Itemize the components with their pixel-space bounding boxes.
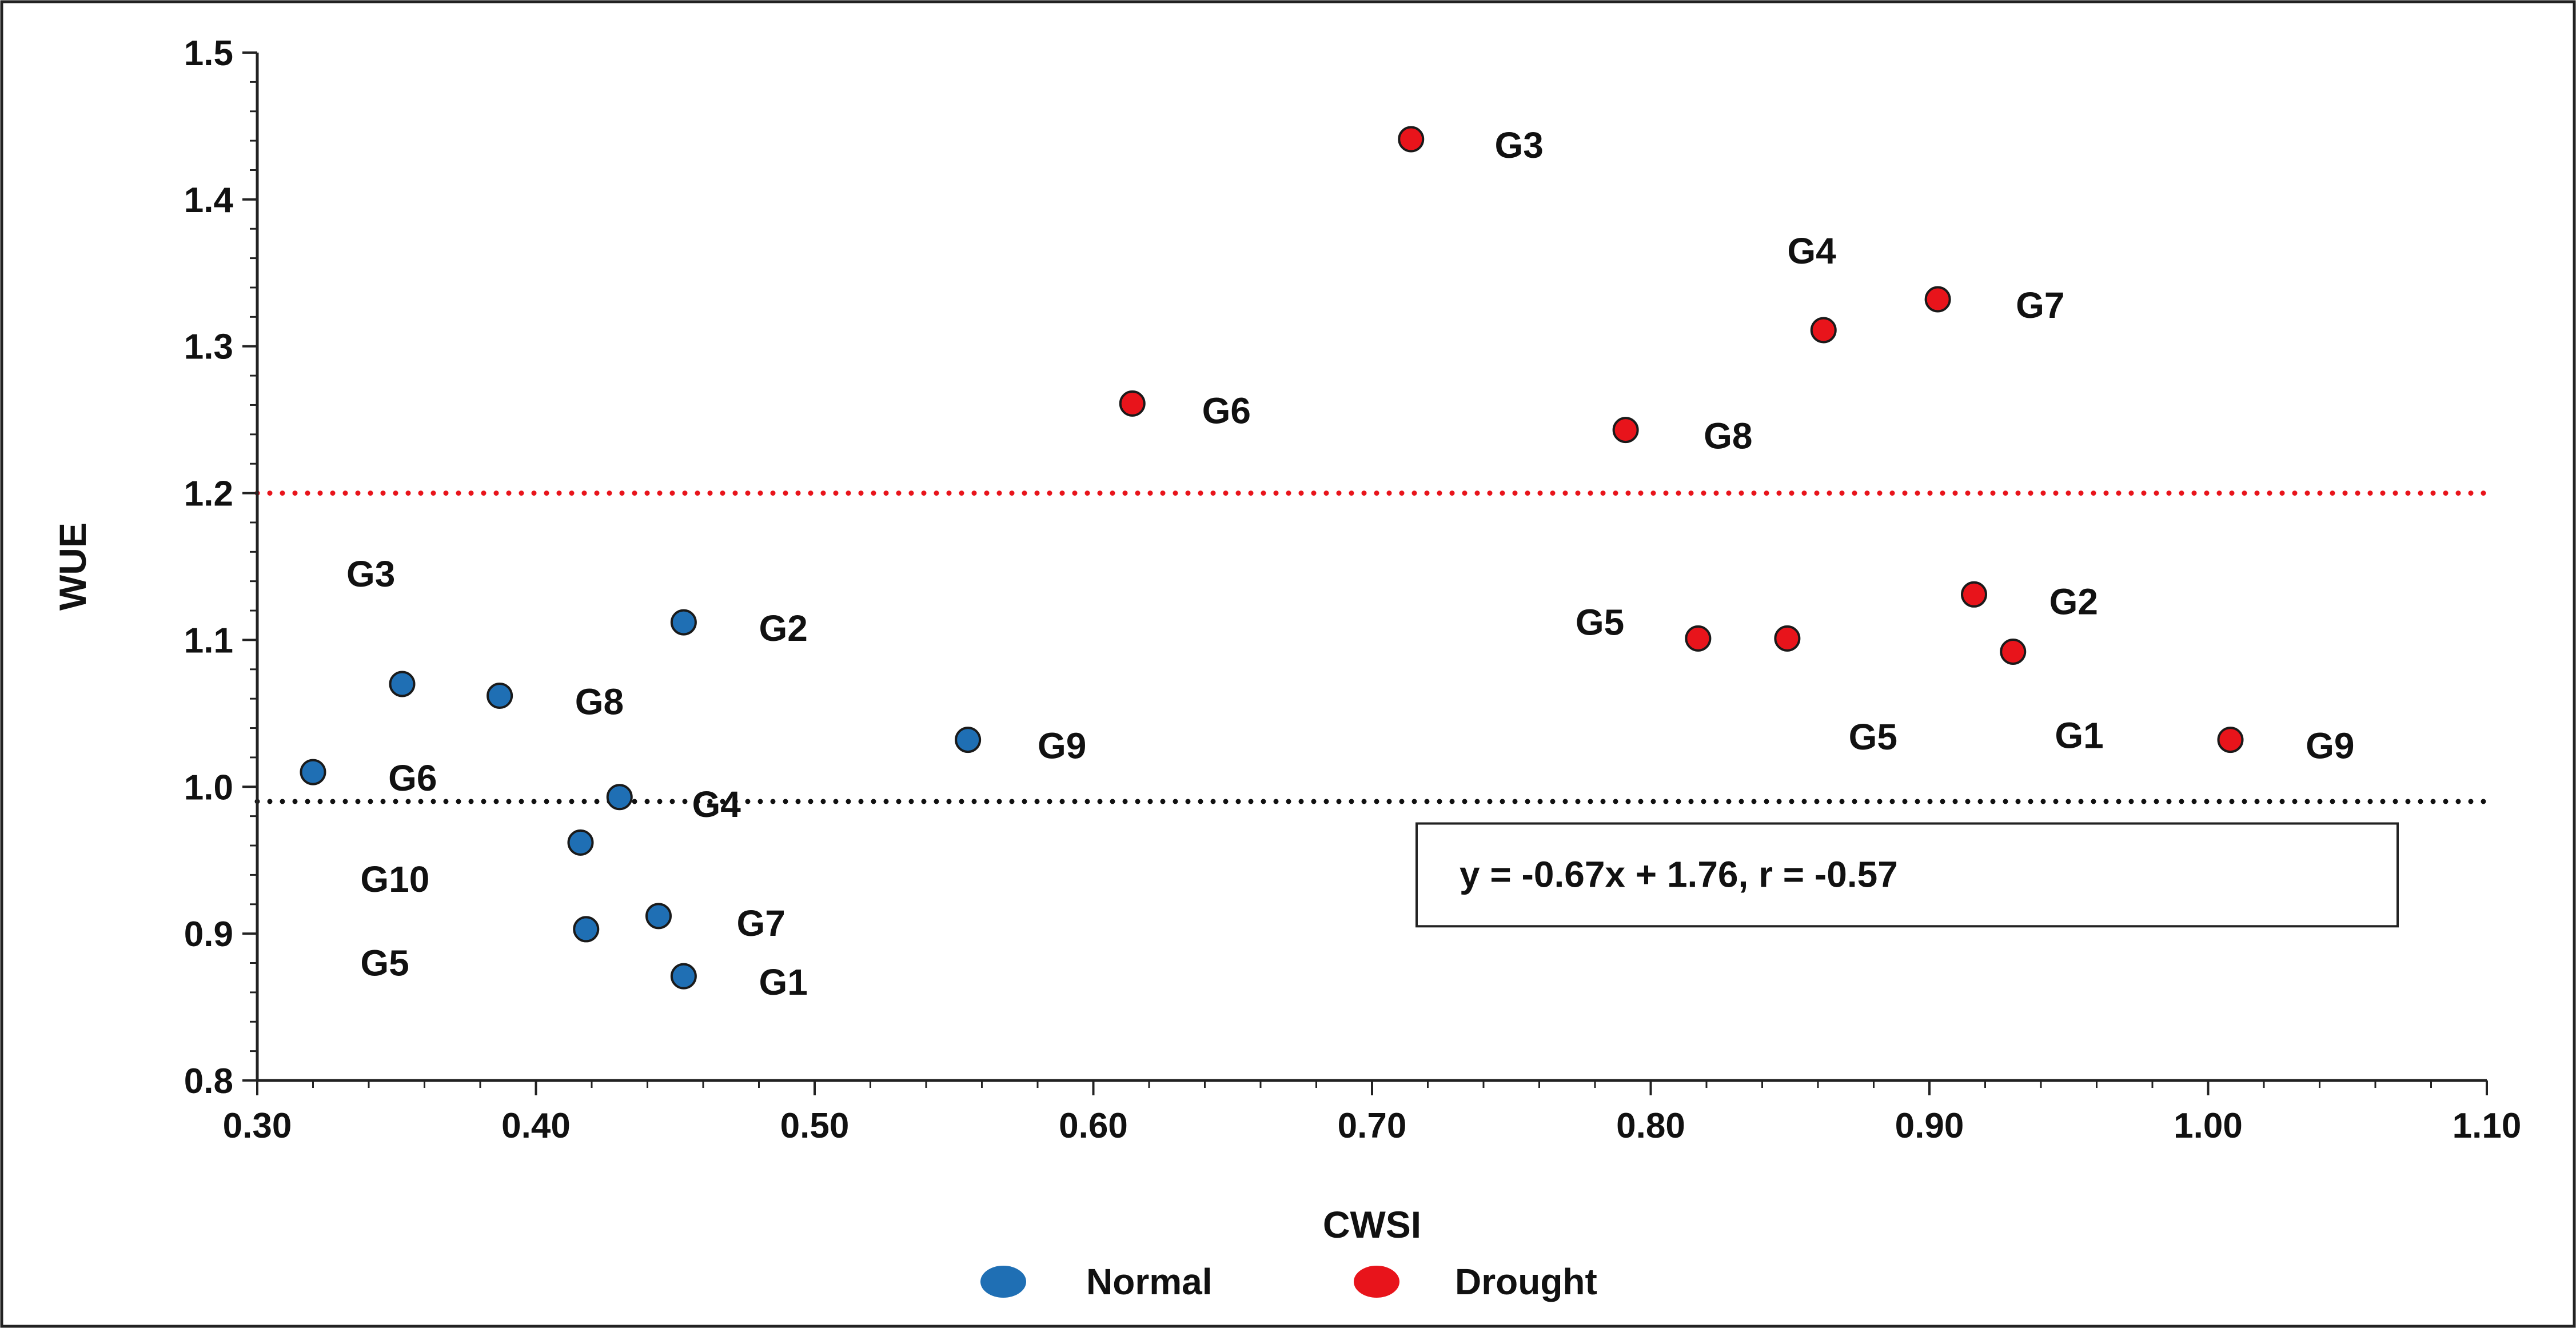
x-tick-label: 0.60 [1059,1106,1128,1146]
y-tick-label: 1.0 [184,768,233,807]
y-tick-label: 0.9 [184,915,233,954]
data-point-normal[interactable] [567,829,594,856]
point-label: G10 [360,859,429,900]
point-label: G7 [737,903,785,944]
data-point-drought[interactable] [2217,727,2244,753]
data-point-drought[interactable] [1612,417,1639,444]
point-label: G7 [2016,285,2064,326]
data-point-drought[interactable] [1961,581,1987,608]
x-tick-label: 1.10 [2453,1106,2522,1146]
data-point-drought[interactable] [1810,317,1837,344]
legend-label-drought: Drought [1455,1261,1597,1302]
data-point-drought[interactable] [1774,625,1801,652]
legend-marker-drought [1354,1266,1399,1298]
y-tick-label: 1.1 [184,621,233,660]
y-tick-label: 1.5 [184,34,233,73]
point-label: G1 [2055,715,2103,756]
point-label: G4 [1787,230,1836,272]
x-axis-title: CWSI [1323,1203,1421,1246]
x-tick-label: 0.70 [1338,1106,1407,1146]
legend: Normal Drought [980,1261,1597,1302]
legend-marker-normal [980,1266,1026,1298]
point-label: G8 [1704,415,1752,456]
point-label: G2 [759,608,808,649]
point-label: G9 [2306,725,2354,766]
point-label: G5 [1849,716,1897,757]
point-label: G3 [1495,125,1544,166]
point-label: G5 [360,943,409,984]
point-label: G4 [692,784,741,825]
data-point-normal[interactable] [389,671,416,697]
point-label: G6 [388,757,437,799]
point-label: G9 [1038,725,1086,766]
equation-box: y = -0.67x + 1.76, r = -0.57 [1415,822,2399,928]
data-point-normal[interactable] [670,609,697,636]
data-point-normal[interactable] [573,916,600,943]
x-tick-label: 1.00 [2174,1106,2243,1146]
legend-item-drought[interactable]: Drought [1354,1261,1597,1302]
legend-item-normal[interactable]: Normal [980,1261,1213,1302]
equation-box-frame [1415,822,2399,928]
data-point-normal[interactable] [300,759,326,785]
data-point-drought[interactable] [2000,638,2027,665]
point-label: G2 [2049,581,2098,623]
point-label: G5 [1576,602,1624,643]
data-point-drought[interactable] [1119,390,1146,417]
y-tick-label: 0.8 [184,1062,233,1101]
axes: 0.8 0.9 1.0 1.1 1.2 1.3 1.4 1.5 0.30 0.40 0.50 0.60… [184,34,2522,1146]
equation-text: y = -0.67x + 1.76, r = -0.57 [1460,854,1898,895]
data-point-drought[interactable] [1685,625,1712,652]
point-labels: G2 G3 G8 G6 G9 G4 G10 G7 G5 G1 G3 G4 G7 G6 G8 G2 G5 G5 G1 G… [346,125,2355,1003]
data-point-normal[interactable] [955,727,982,753]
point-label: G1 [759,962,808,1003]
point-label: G8 [575,681,624,722]
data-point-normal[interactable] [670,963,697,990]
point-label: G6 [1202,390,1251,432]
data-point-drought[interactable] [1924,286,1951,313]
y-tick-label: 1.3 [184,328,233,367]
x-tick-label: 0.80 [1616,1106,1685,1146]
point-label: G3 [346,553,395,595]
y-tick-label: 1.4 [184,181,234,220]
data-point-drought[interactable] [1398,126,1425,153]
data-point-normal[interactable] [645,903,672,930]
x-tick-label: 0.40 [501,1106,571,1146]
legend-label-normal: Normal [1086,1261,1213,1302]
data-point-normal[interactable] [487,683,513,709]
y-tick-label: 1.2 [184,474,233,514]
x-tick-label: 0.90 [1895,1106,1964,1146]
y-axis-title: WUE [51,523,94,611]
x-tick-label: 0.30 [223,1106,292,1146]
data-point-normal[interactable] [606,784,633,811]
x-tick-label: 0.50 [780,1106,850,1146]
data-points [300,126,2244,990]
